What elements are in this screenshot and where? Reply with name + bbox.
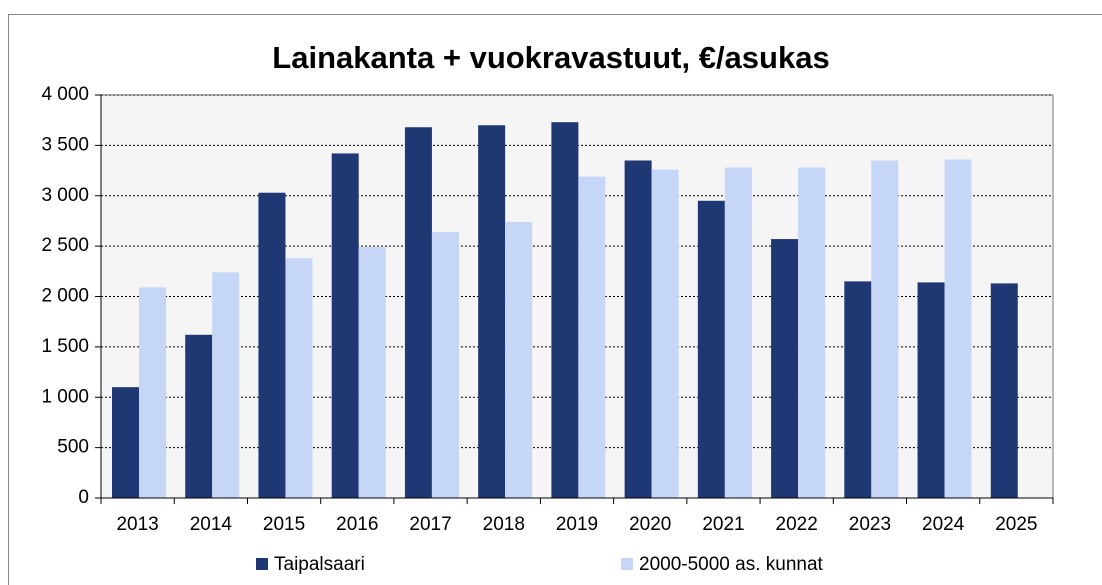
x-tick-label: 2019 [556,514,598,535]
bar [798,167,826,499]
bar [697,200,725,498]
x-tick-label: 2016 [336,514,378,535]
x-tick-label: 2013 [116,514,158,535]
bar [844,281,872,498]
x-tick-label: 2025 [995,514,1037,535]
bar [431,232,459,498]
chart-title: Lainakanta + vuokravastuut, €/asukas [272,40,829,75]
bar [358,247,386,498]
bar [944,159,972,499]
bar [331,153,359,498]
bar [185,334,213,498]
y-tick-label: 3 500 [41,134,89,155]
bar [771,239,799,498]
x-tick-label: 2020 [629,514,671,535]
y-tick-label: 1 500 [41,336,89,357]
bar [917,282,945,498]
legend-label: Taipalsaari [274,554,365,575]
bar [724,167,752,499]
y-tick-label: 0 [78,487,89,508]
legend-swatch [621,558,633,570]
y-tick-label: 1 000 [41,386,89,407]
bar [258,192,286,499]
x-tick-label: 2022 [776,514,818,535]
bar [624,160,652,499]
x-tick-label: 2021 [702,514,744,535]
bar [551,122,579,498]
bar [871,160,899,499]
bar [285,258,313,498]
x-tick-label: 2015 [263,514,305,535]
x-tick-label: 2014 [190,514,233,535]
legend-swatch [256,558,268,570]
bar [990,283,1018,498]
x-tick-label: 2023 [849,514,891,535]
bar [505,221,533,498]
bar [212,272,240,498]
bar [478,125,506,498]
bar [112,387,139,498]
x-tick-label: 2017 [409,514,451,535]
bar [139,287,166,498]
y-tick-label: 3 000 [41,185,89,206]
y-tick-label: 500 [57,437,89,458]
legend-label: 2000-5000 as. kunnat [639,554,824,575]
y-tick-label: 4 000 [41,84,89,105]
bar [651,169,679,498]
y-tick-label: 2 000 [41,286,89,307]
x-tick-label: 2018 [483,514,525,535]
y-tick-label: 2 500 [41,235,89,256]
bar [404,127,432,499]
bar [578,176,606,499]
x-tick-label: 2024 [922,514,965,535]
